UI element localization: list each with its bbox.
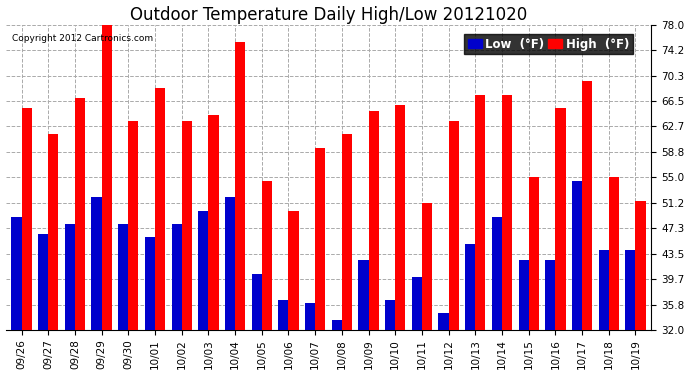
Bar [208,114,219,330]
Text: Copyright 2012 Cartronics.com: Copyright 2012 Cartronics.com [12,34,153,43]
Bar [555,108,566,330]
Bar [625,251,635,330]
Bar [75,98,85,330]
Bar [475,94,486,330]
Bar [599,251,609,330]
Bar [65,224,75,330]
Bar [502,94,512,330]
Bar [118,224,128,330]
Bar [198,211,208,330]
Bar [448,121,459,330]
Bar [412,277,422,330]
Bar [395,105,406,330]
Bar [529,177,539,330]
Bar [519,260,529,330]
Bar [101,25,112,330]
Bar [128,121,139,330]
Bar [145,237,155,330]
Bar [609,177,619,330]
Bar [155,88,165,330]
Bar [92,197,101,330]
Bar [635,201,646,330]
Bar [582,81,592,330]
Bar [385,300,395,330]
Bar [48,134,59,330]
Bar [492,217,502,330]
Bar [181,121,192,330]
Bar [225,197,235,330]
Bar [358,260,368,330]
Legend: Low  (°F), High  (°F): Low (°F), High (°F) [464,34,633,54]
Bar [288,211,299,330]
Bar [368,111,379,330]
Bar [38,234,48,330]
Bar [315,148,325,330]
Bar [262,181,272,330]
Bar [252,273,262,330]
Bar [172,224,181,330]
Bar [572,181,582,330]
Bar [342,134,352,330]
Bar [465,244,475,330]
Bar [332,320,342,330]
Bar [422,202,432,330]
Bar [21,108,32,330]
Bar [235,42,245,330]
Title: Outdoor Temperature Daily High/Low 20121020: Outdoor Temperature Daily High/Low 20121… [130,6,527,24]
Bar [305,303,315,330]
Bar [545,260,555,330]
Bar [12,217,21,330]
Bar [438,313,449,330]
Bar [278,300,288,330]
